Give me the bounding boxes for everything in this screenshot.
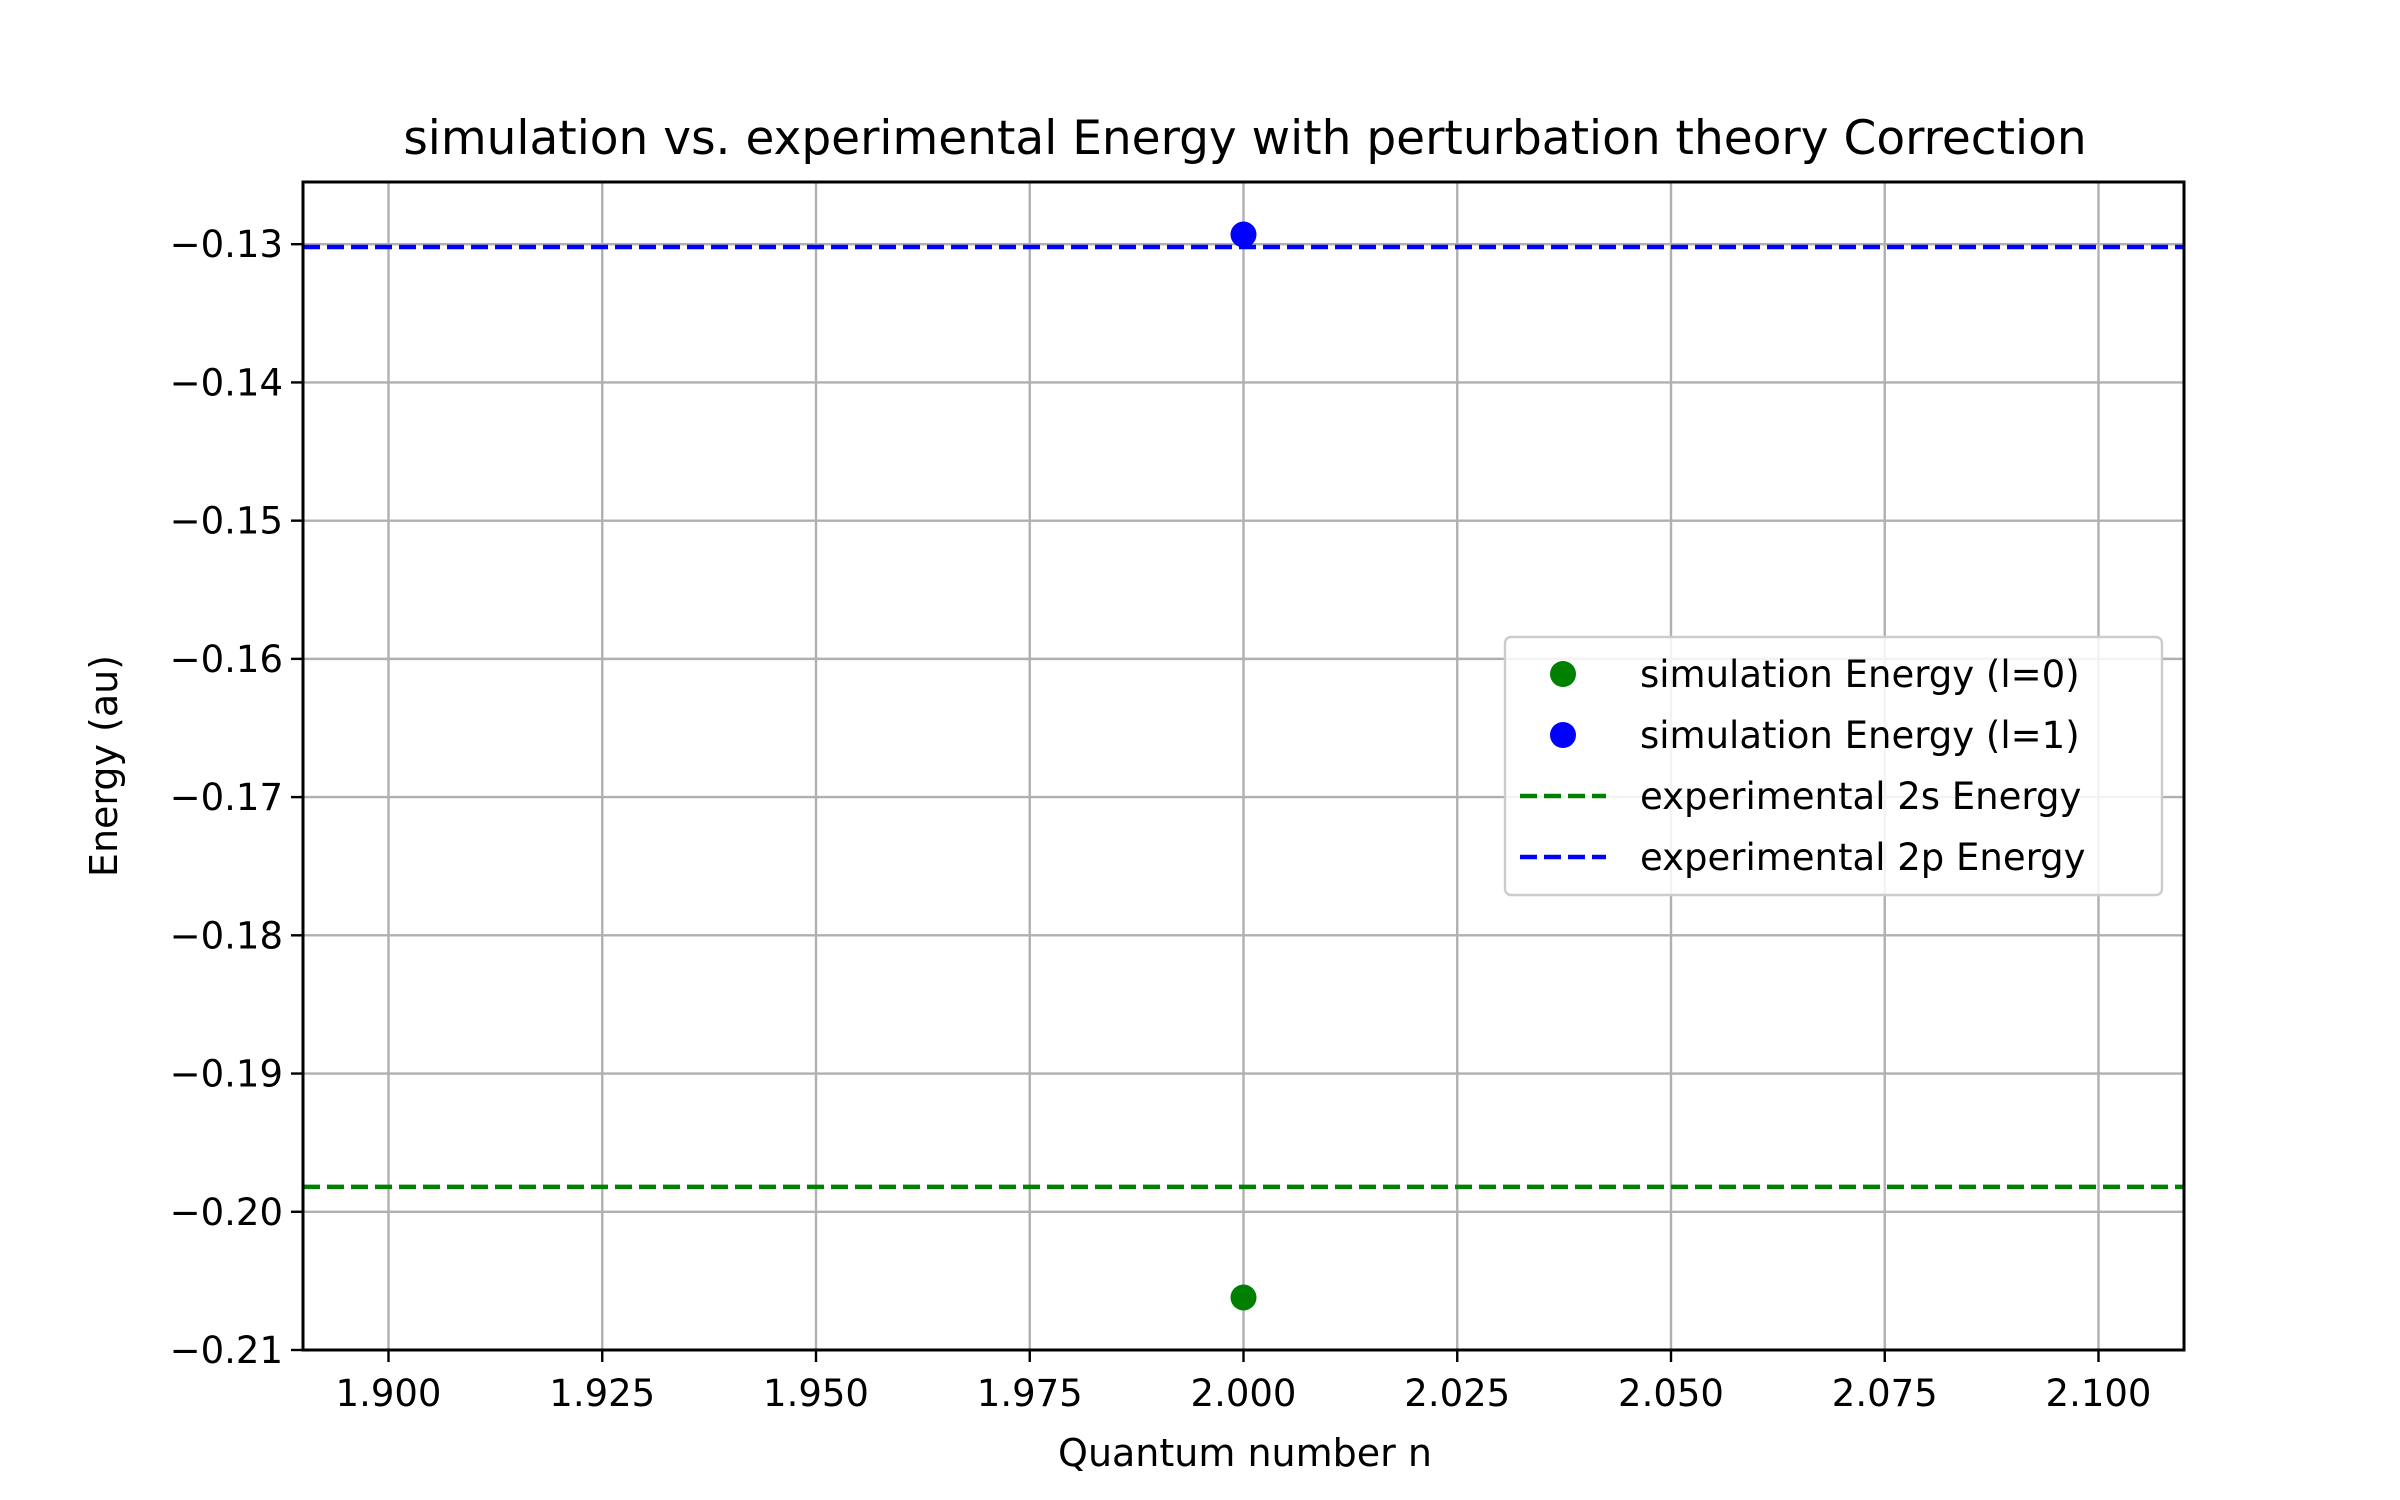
y-tick-label: −0.17 <box>170 776 283 819</box>
y-axis-label: Energy (au) <box>82 655 126 877</box>
y-tick-label: −0.15 <box>170 500 283 543</box>
point-1-0 <box>1230 221 1257 248</box>
chart-title: simulation vs. experimental Energy with … <box>403 111 2086 166</box>
legend-box <box>1503 635 2164 897</box>
x-tick-label: 2.025 <box>1404 1372 1510 1415</box>
x-tick-label: 1.950 <box>763 1372 869 1415</box>
legend: simulation Energy (l=0) simulation Energy… <box>1503 635 2164 897</box>
y-tick-label: −0.14 <box>170 361 283 404</box>
y-tick-label: −0.18 <box>170 914 283 957</box>
x-axis-ticks: 1.900 1.925 1.950 1.975 2.000 2.025 2.050 2.075… <box>336 1350 2152 1415</box>
x-axis-label: Quantum number n <box>1058 1431 1432 1475</box>
x-tick-label: 2.100 <box>2046 1372 2152 1415</box>
x-tick-label: 1.900 <box>336 1372 442 1415</box>
point-0-0 <box>1230 1284 1257 1311</box>
y-tick-label: −0.13 <box>170 223 283 266</box>
y-tick-label: −0.16 <box>170 638 283 681</box>
x-tick-label: 1.925 <box>549 1372 655 1415</box>
x-tick-label: 2.000 <box>1191 1372 1297 1415</box>
y-tick-label: −0.20 <box>170 1191 283 1234</box>
legend-marker-1 <box>1550 722 1576 748</box>
simulation-points <box>1230 221 1257 1311</box>
y-axis-ticks: −0.21 −0.20 −0.19 −0.18 −0.17 −0.16 −0.15 −0.14… <box>170 223 303 1372</box>
legend-label-3: experimental 2p Energy <box>1640 836 2086 879</box>
legend-label-2: experimental 2s Energy <box>1640 775 2081 818</box>
y-tick-label: −0.19 <box>170 1053 283 1096</box>
legend-label-0: simulation Energy (l=0) <box>1640 653 2080 696</box>
legend-label-1: simulation Energy (l=1) <box>1640 714 2080 757</box>
y-tick-label: −0.21 <box>170 1329 283 1372</box>
x-tick-label: 2.075 <box>1832 1372 1938 1415</box>
x-tick-label: 2.050 <box>1618 1372 1724 1415</box>
x-tick-label: 1.975 <box>977 1372 1083 1415</box>
legend-marker-0 <box>1550 661 1576 687</box>
